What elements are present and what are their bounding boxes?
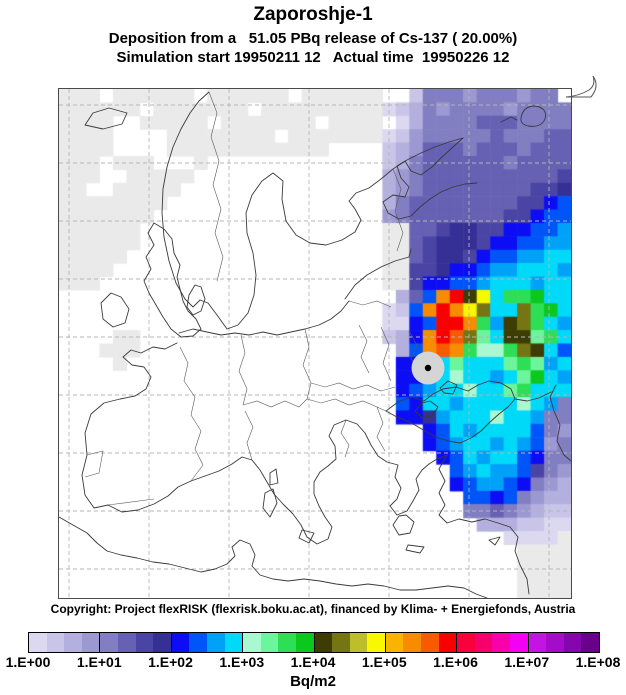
- colorbar-segment: [492, 633, 511, 652]
- colorbar-segment: [510, 633, 528, 652]
- colorbar-segment: [64, 633, 82, 652]
- colorbar-segment: [295, 633, 314, 652]
- colorbar-segment: [403, 633, 422, 652]
- colorbar-segment: [313, 633, 333, 652]
- colorbar-segment: [367, 633, 385, 652]
- release-site-marker: [411, 351, 445, 385]
- colorbar-tick-label: 1.E+07: [504, 654, 550, 670]
- colorbar-tick-label: 1.E+00: [5, 654, 51, 670]
- copyright-line: Copyright: Project flexRISK (flexrisk.bo…: [50, 602, 576, 616]
- colorbar-tick-label: 1.E+05: [361, 654, 407, 670]
- colorbar-segment: [135, 633, 154, 652]
- colorbar-segment: [81, 633, 100, 652]
- colorbar-segment: [29, 633, 47, 652]
- colorbar-segment: [456, 633, 475, 652]
- colorbar-segment: [438, 633, 457, 652]
- page-title: Zaporoshje-1: [253, 4, 373, 25]
- colorbar-unit-label: Bq/m2: [290, 673, 336, 690]
- colorbar-tick-label: 1.E+06: [433, 654, 478, 670]
- colorbar-segment: [474, 633, 493, 652]
- release-subtitle: Deposition from a 51.05 PBq release of C…: [108, 30, 518, 47]
- colorbar-segment: [332, 633, 350, 652]
- colorbar-segment: [242, 633, 261, 652]
- latlon-gridlines: [59, 89, 571, 598]
- colorbar-segment: [349, 633, 368, 652]
- colorbar-tick-label: 1.E+04: [290, 654, 336, 670]
- colorbar-segment: [546, 633, 564, 652]
- colorbar-segment: [260, 633, 279, 652]
- colorbar-tick-labels: 1.E+00 1.E+01 1.E+02 1.E+03 1.E+04 1.E+05 1.E+…: [6, 654, 621, 672]
- colorbar-segment: [46, 633, 65, 652]
- colorbar-segment: [206, 633, 225, 652]
- colorbar-tick-label: 1.E+08: [575, 654, 621, 670]
- colorbar-segment: [581, 633, 599, 652]
- colorbar-segment: [170, 633, 190, 652]
- colorbar-segment: [384, 633, 404, 652]
- colorbar-segment: [224, 633, 243, 652]
- colorbar-segment: [421, 633, 439, 652]
- colorbar-segment: [278, 633, 296, 652]
- deposition-colorbar: [28, 632, 600, 653]
- colorbar-segment: [99, 633, 118, 652]
- page-curl-icon: [565, 75, 597, 98]
- map-overlay: [59, 89, 571, 598]
- colorbar-tick-label: 1.E+03: [219, 654, 265, 670]
- deposition-grid-canvas: [59, 89, 571, 598]
- coastlines: [59, 91, 571, 598]
- colorbar-tick-label: 1.E+02: [148, 654, 193, 670]
- europe-map-frame: [58, 88, 572, 599]
- colorbar-segment: [117, 633, 136, 652]
- colorbar-segment: [153, 633, 171, 652]
- colorbar-segment: [527, 633, 547, 652]
- time-subtitle: Simulation start 19950211 12 Actual time…: [116, 49, 510, 66]
- colorbar-tick-label: 1.E+01: [76, 654, 122, 670]
- colorbar-segment: [189, 633, 207, 652]
- colorbar-segment: [563, 633, 582, 652]
